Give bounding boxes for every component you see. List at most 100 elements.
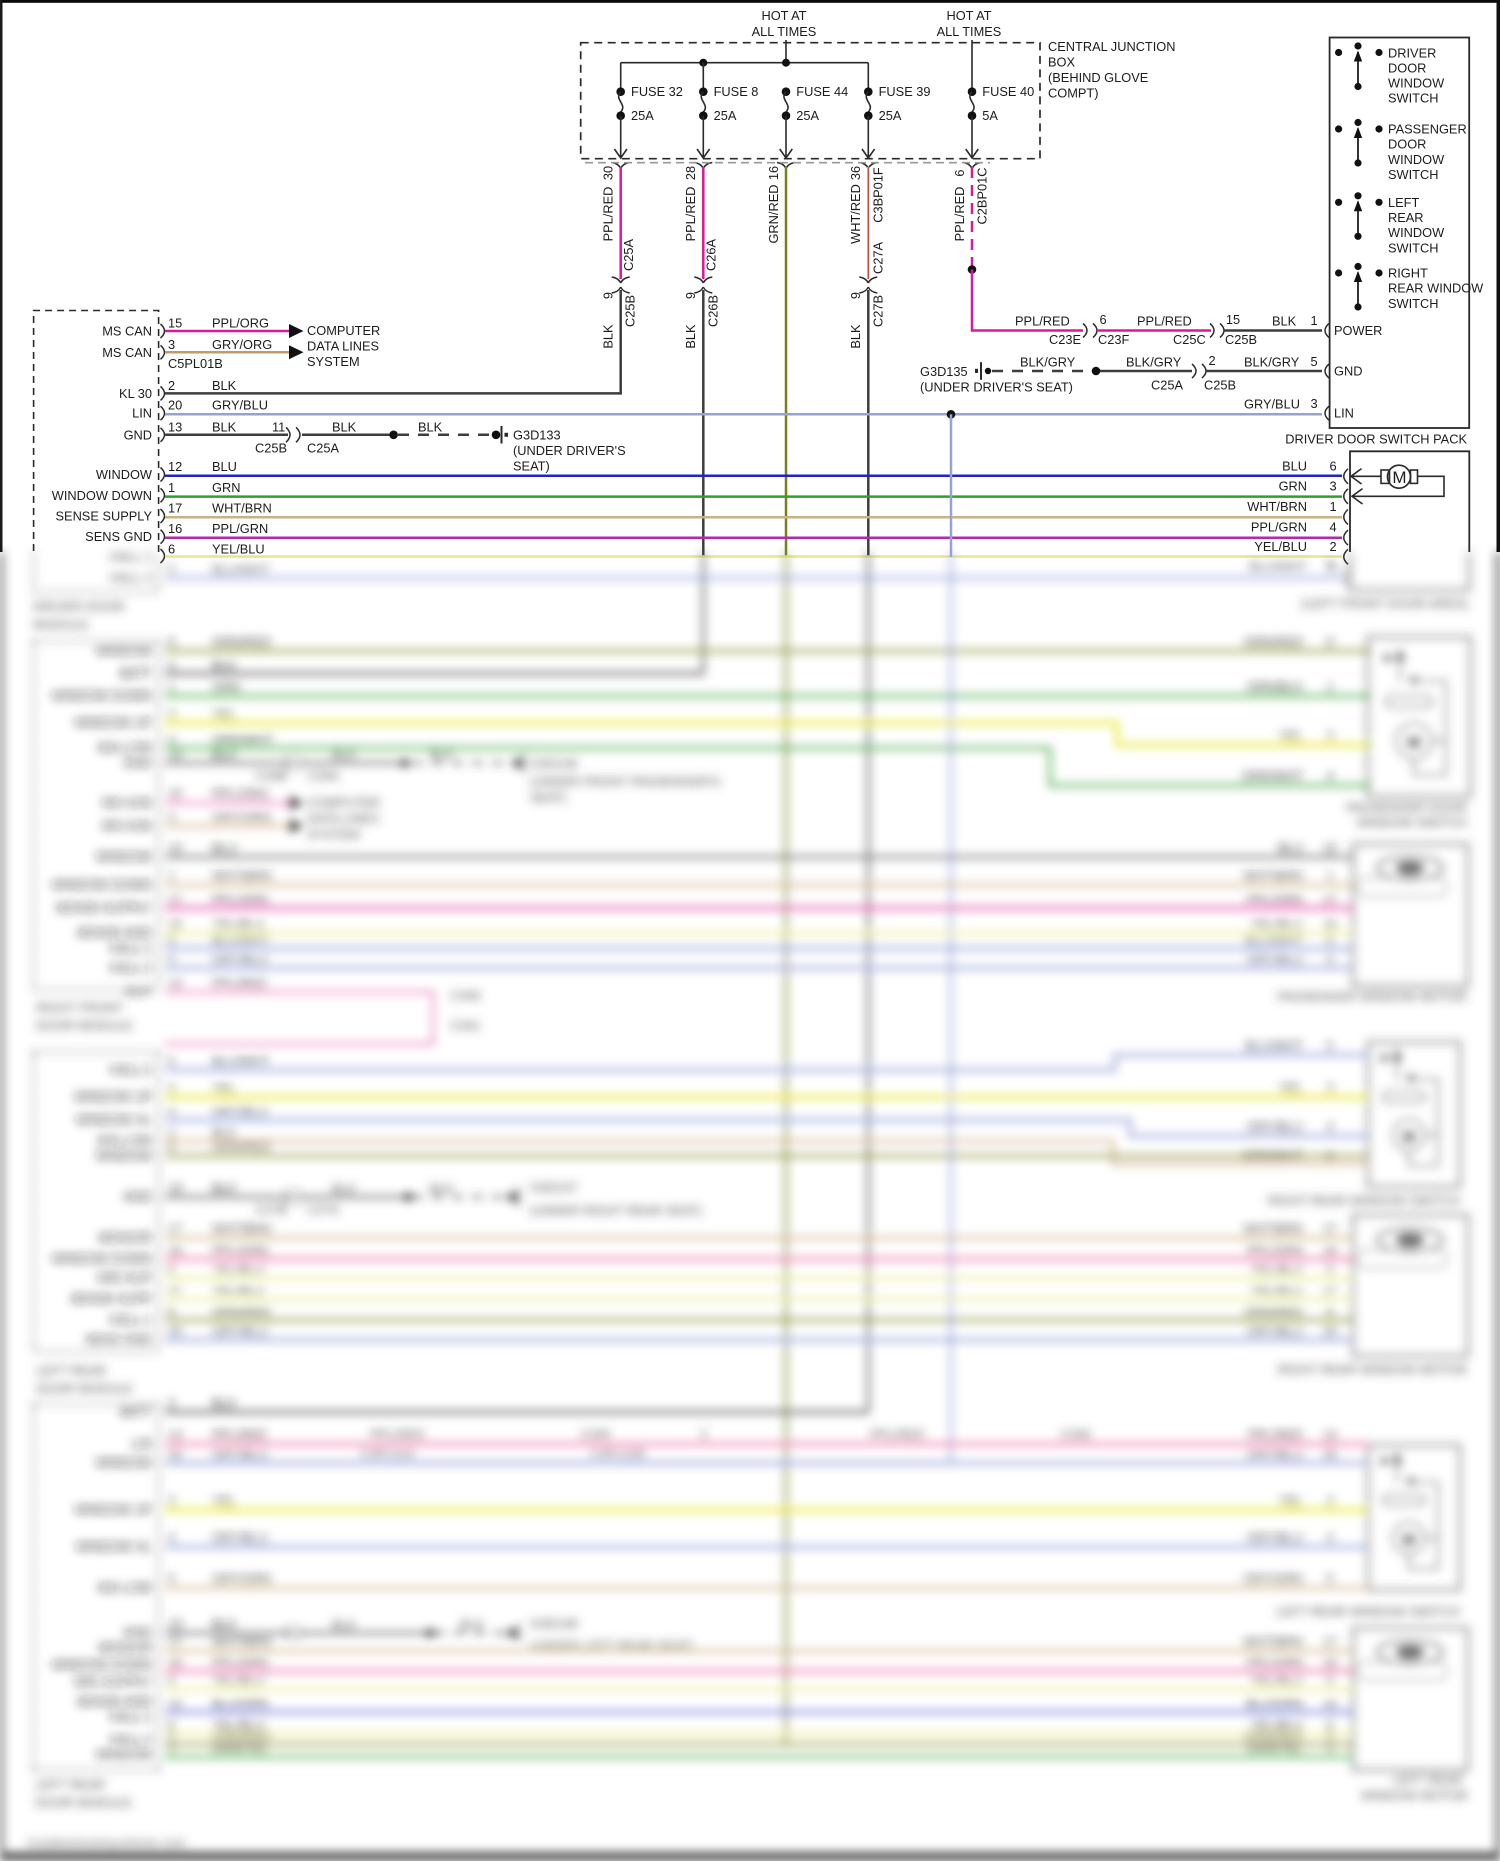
svg-text:16: 16 bbox=[168, 1243, 182, 1258]
svg-text:HALL 2: HALL 2 bbox=[110, 1062, 152, 1077]
svg-text:FUSE 44: FUSE 44 bbox=[796, 84, 848, 99]
svg-text:3: 3 bbox=[1329, 478, 1336, 493]
svg-text:BLK: BLK bbox=[212, 1125, 237, 1140]
svg-text:GRY/GRN: GRY/GRN bbox=[212, 1572, 272, 1587]
svg-text:5: 5 bbox=[168, 1054, 175, 1069]
svg-text:BLU/WHT: BLU/WHT bbox=[212, 562, 270, 577]
svg-text:GRY/BLU: GRY/BLU bbox=[1247, 952, 1303, 967]
svg-text:5: 5 bbox=[1326, 1728, 1333, 1743]
svg-text:SENS GND: SENS GND bbox=[85, 529, 152, 544]
svg-text:BOX: BOX bbox=[1048, 55, 1075, 70]
svg-text:C346: C346 bbox=[1060, 1427, 1091, 1442]
svg-text:SEAT): SEAT) bbox=[530, 790, 567, 805]
svg-text:6: 6 bbox=[168, 1304, 175, 1319]
svg-text:G3D133: G3D133 bbox=[513, 428, 561, 443]
svg-text:GRY/BLU: GRY/BLU bbox=[1247, 1531, 1303, 1546]
svg-text:BATT: BATT bbox=[120, 1404, 152, 1419]
svg-text:6: 6 bbox=[1326, 933, 1333, 948]
svg-text:PPL/GRN: PPL/GRN bbox=[1247, 1243, 1303, 1258]
svg-text:POWER: POWER bbox=[1334, 323, 1382, 338]
svg-text:13: 13 bbox=[168, 419, 182, 434]
svg-text:YEL/BLU: YEL/BLU bbox=[1250, 1673, 1303, 1688]
svg-text:GRN/RED: GRN/RED bbox=[1244, 1728, 1303, 1743]
svg-text:LIN: LIN bbox=[132, 1436, 152, 1451]
svg-text:16: 16 bbox=[168, 917, 182, 932]
svg-text:COMPUTER: COMPUTER bbox=[307, 323, 380, 338]
svg-text:PPL/GRN: PPL/GRN bbox=[212, 892, 268, 907]
svg-text:BLU/WHT: BLU/WHT bbox=[212, 933, 270, 948]
svg-text:COMPUTER: COMPUTER bbox=[307, 795, 380, 810]
svg-text:GRN/YEL: GRN/YEL bbox=[1247, 1741, 1303, 1756]
svg-text:9: 9 bbox=[601, 292, 616, 299]
svg-text:3: 3 bbox=[168, 707, 175, 722]
svg-text:GRY/BLU: GRY/BLU bbox=[212, 1531, 268, 1546]
svg-text:G3D136: G3D136 bbox=[530, 756, 578, 771]
svg-text:GRN/RED: GRN/RED bbox=[1244, 1304, 1303, 1319]
svg-text:GRN/RED: GRN/RED bbox=[1244, 635, 1303, 650]
svg-text:12: 12 bbox=[1323, 841, 1337, 856]
svg-text:12: 12 bbox=[168, 1696, 182, 1711]
svg-text:5: 5 bbox=[168, 1572, 175, 1587]
svg-text:YEL: YEL bbox=[1279, 1494, 1303, 1509]
svg-text:PPL/GRN: PPL/GRN bbox=[212, 1243, 268, 1258]
svg-text:2: 2 bbox=[1326, 1148, 1333, 1163]
svg-text:13: 13 bbox=[168, 1181, 182, 1196]
svg-text:LEFT REAR: LEFT REAR bbox=[1393, 1772, 1463, 1787]
svg-text:FUSE 8: FUSE 8 bbox=[714, 84, 759, 99]
svg-text:20: 20 bbox=[168, 1447, 182, 1462]
svg-text:BLU: BLU bbox=[1282, 458, 1307, 473]
svg-text:6: 6 bbox=[168, 1673, 175, 1688]
svg-text:4: 4 bbox=[168, 1104, 175, 1119]
svg-text:MS CAN: MS CAN bbox=[102, 795, 152, 810]
svg-text:C26A: C26A bbox=[704, 239, 719, 271]
svg-text:WHT/BRN: WHT/BRN bbox=[1247, 499, 1307, 514]
svg-text:C25B: C25B bbox=[1204, 378, 1236, 393]
svg-text:25A: 25A bbox=[714, 108, 737, 123]
svg-text:BLU/GRN: BLU/GRN bbox=[212, 1696, 269, 1711]
svg-text:6: 6 bbox=[168, 635, 175, 650]
svg-text:11: 11 bbox=[272, 419, 285, 434]
svg-text:C25B: C25B bbox=[623, 295, 638, 327]
svg-text:YEL/BLU: YEL/BLU bbox=[1250, 1283, 1303, 1298]
svg-text:WINDOW: WINDOW bbox=[1388, 76, 1445, 91]
svg-text:PPL/RED: PPL/RED bbox=[212, 976, 267, 991]
svg-text:17: 17 bbox=[1323, 1283, 1337, 1298]
svg-text:GRY/BLU: GRY/BLU bbox=[1247, 1447, 1303, 1462]
svg-text:C2BP01C: C2BP01C bbox=[974, 168, 989, 225]
svg-text:CENTRAL JUNCTION: CENTRAL JUNCTION bbox=[1048, 39, 1176, 54]
svg-text:YEL/BLU: YEL/BLU bbox=[1254, 539, 1307, 554]
svg-text:BLU: BLU bbox=[1278, 841, 1303, 856]
svg-text:WIN SUPPLY: WIN SUPPLY bbox=[74, 1674, 152, 1689]
svg-text:BLK/GRY: BLK/GRY bbox=[1126, 355, 1182, 370]
svg-text:5: 5 bbox=[1326, 1039, 1333, 1054]
svg-text:GND: GND bbox=[124, 1625, 152, 1640]
svg-text:C340: C340 bbox=[450, 988, 481, 1003]
svg-text:GND: GND bbox=[124, 427, 152, 442]
svg-text:1: 1 bbox=[1326, 680, 1333, 695]
svg-text:14: 14 bbox=[168, 976, 182, 991]
svg-text:WINDOW MOTOR: WINDOW MOTOR bbox=[1361, 1788, 1468, 1803]
svg-text:1: 1 bbox=[1326, 869, 1333, 884]
svg-text:6: 6 bbox=[168, 1139, 175, 1154]
svg-text:WINDOW UP: WINDOW UP bbox=[75, 715, 152, 730]
svg-text:HOT AT: HOT AT bbox=[761, 8, 806, 23]
svg-text:BLK: BLK bbox=[848, 324, 863, 349]
svg-text:GRY/BLU: GRY/BLU bbox=[1247, 1324, 1303, 1339]
svg-text:RIGHT REAR WINDOW MOTOR: RIGHT REAR WINDOW MOTOR bbox=[1278, 1362, 1467, 1377]
svg-text:WINDOW SWITCH: WINDOW SWITCH bbox=[1357, 815, 1467, 830]
svg-text:GRN/YEL: GRN/YEL bbox=[212, 1741, 268, 1756]
svg-text:C3BP01F: C3BP01F bbox=[871, 167, 886, 223]
svg-text:16: 16 bbox=[168, 521, 182, 536]
svg-text:C27A: C27A bbox=[871, 242, 886, 274]
svg-text:C26B: C26B bbox=[255, 768, 287, 783]
svg-text:PPL/GRN: PPL/GRN bbox=[1251, 520, 1307, 535]
svg-text:3: 3 bbox=[1326, 1494, 1333, 1509]
svg-text:PPL/RED: PPL/RED bbox=[370, 1427, 425, 1442]
svg-text:GRY/GRN: GRY/GRN bbox=[1244, 1572, 1304, 1587]
svg-text:LEFT REAR: LEFT REAR bbox=[35, 1777, 105, 1792]
svg-text:12: 12 bbox=[1323, 1696, 1337, 1711]
svg-text:5: 5 bbox=[1326, 952, 1333, 967]
svg-text:36: 36 bbox=[848, 166, 863, 180]
svg-text:SIG LOW: SIG LOW bbox=[97, 1133, 153, 1148]
svg-text:5: 5 bbox=[1326, 1572, 1333, 1587]
